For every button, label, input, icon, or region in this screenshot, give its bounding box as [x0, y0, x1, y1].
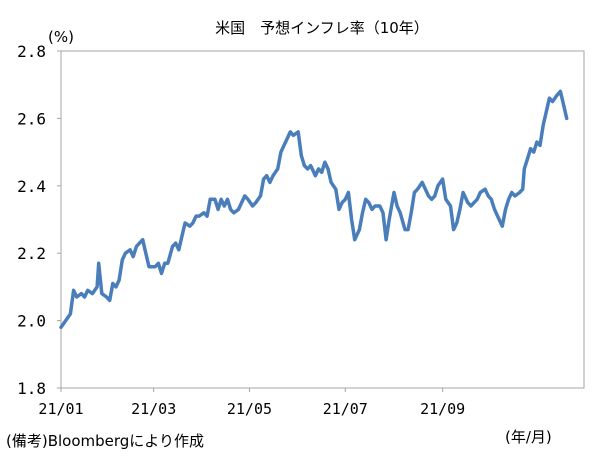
plot-area-frame: [60, 50, 585, 389]
x-tick-label: 21/05: [227, 400, 272, 418]
y-tick-label: 2.8: [17, 42, 46, 61]
x-tick-label: 21/07: [323, 400, 368, 418]
inflation-expectation-line: [59, 89, 569, 330]
x-tick-label: 21/09: [420, 400, 465, 418]
y-tick-label: 1.8: [17, 379, 46, 398]
y-tick-label: 2.6: [17, 109, 46, 128]
x-axis: 21/01 21/03 21/05 21/07 21/09: [38, 388, 465, 418]
x-axis-unit-label: (年/月): [505, 428, 552, 446]
source-note: (備考)Bloombergにより作成: [6, 432, 204, 450]
y-axis-unit-label: (%): [48, 28, 74, 46]
y-axis: 1.8 2.0 2.2 2.4 2.6 2.8: [17, 42, 61, 398]
x-tick-label: 21/01: [38, 400, 83, 418]
y-tick-label: 2.2: [17, 244, 46, 263]
chart-title: 米国 予想インフレ率（10年）: [215, 19, 429, 37]
y-tick-label: 2.0: [17, 312, 46, 331]
x-tick-label: 21/03: [131, 400, 176, 418]
y-tick-label: 2.4: [17, 177, 46, 196]
